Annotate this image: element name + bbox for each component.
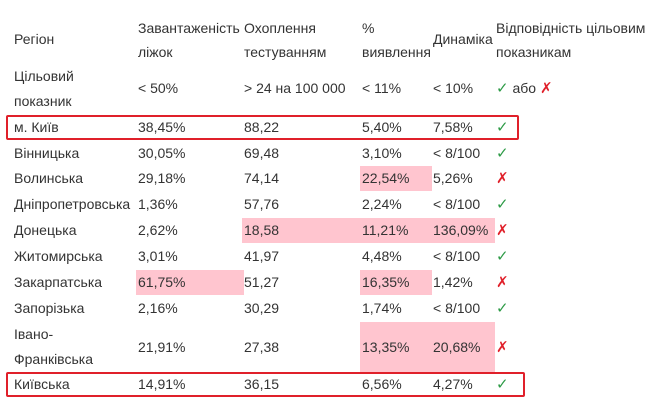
target-detection: < 11% — [362, 80, 402, 96]
highlight-box-kyiv-oblast — [6, 372, 525, 397]
highlight-box-kyiv-city — [6, 115, 519, 140]
row-zaporizhzhia-detection: 1,74% — [362, 300, 402, 316]
row-dnipro-detection: 2,24% — [362, 196, 402, 212]
target-label: Цільовий показник — [14, 68, 74, 109]
row-kyiv-oblast-dynamics: 4,27% — [433, 376, 473, 392]
row-zhytomyr-check-icon: ✓ — [496, 248, 509, 265]
row-volyn-beds: 29,18% — [138, 170, 186, 186]
row-dnipro-dynamics: < 8/100 — [433, 196, 481, 212]
header-compliance: Відповідність цільовим показникам — [496, 20, 645, 60]
row-ivano-frankivsk-beds: 21,91% — [138, 339, 186, 355]
row-kyiv-city-detection: 5,40% — [362, 119, 402, 135]
row-vinnytsia-testing: 69,48 — [244, 145, 280, 161]
row-zakarpattia-beds: 61,75% — [136, 270, 244, 295]
row-zakarpattia-dynamics: 1,42% — [433, 274, 473, 290]
row-kyiv-oblast-beds: 14,91% — [138, 376, 186, 392]
row-donetsk-detection: 11,21% — [360, 218, 433, 243]
row-vinnytsia-check-icon: ✓ — [496, 145, 509, 162]
row-zakarpattia-detection: 16,35% — [360, 270, 432, 295]
row-zaporizhzhia-region: Запорізька — [14, 300, 85, 316]
row-donetsk-region: Донецька — [14, 222, 77, 238]
row-zhytomyr-dynamics: < 8/100 — [433, 248, 481, 264]
row-dnipro-check-icon: ✓ — [496, 196, 509, 213]
row-zaporizhzhia-beds: 2,16% — [138, 300, 178, 316]
cross-icon: ✗ — [539, 80, 553, 97]
row-volyn-testing: 74,14 — [244, 170, 280, 186]
row-zakarpattia-testing: 51,27 — [244, 274, 280, 290]
row-vinnytsia-dynamics: < 8/100 — [433, 145, 481, 161]
row-zakarpattia-cross-icon: ✗ — [496, 274, 509, 291]
target-or-text: або — [512, 80, 537, 96]
row-donetsk-beds: 2,62% — [138, 222, 178, 238]
row-zhytomyr-beds: 3,01% — [138, 248, 178, 264]
target-testing: > 24 на 100 000 — [244, 80, 346, 96]
row-zhytomyr-detection: 4,48% — [362, 248, 402, 264]
row-zaporizhzhia-dynamics: < 8/100 — [433, 300, 481, 316]
row-ivano-frankivsk-testing: 27,38 — [244, 339, 280, 355]
header-testing: Охоплення тестуванням — [244, 20, 327, 60]
row-kyiv-city-dynamics: 7,58% — [433, 119, 473, 135]
row-kyiv-oblast-check-icon: ✓ — [496, 376, 509, 393]
header-dynamics: Динаміка — [433, 31, 493, 47]
row-zhytomyr-testing: 41,97 — [244, 248, 280, 264]
row-kyiv-city-region: м. Київ — [14, 119, 59, 135]
row-donetsk-testing: 18,58 — [242, 218, 360, 243]
row-dnipro-region: Дніпропетровська — [14, 196, 131, 212]
row-volyn-dynamics: 5,26% — [433, 170, 473, 186]
row-ivano-frankivsk-dynamics: 20,68% — [433, 322, 495, 372]
row-kyiv-oblast-detection: 6,56% — [362, 376, 402, 392]
header-detection: % виявлення — [362, 20, 431, 60]
row-donetsk-dynamics: 136,09% — [433, 218, 495, 243]
row-dnipro-beds: 1,36% — [138, 196, 178, 212]
row-volyn-cross-icon: ✗ — [496, 170, 509, 187]
row-ivano-frankivsk-region: Івано-Франківська — [14, 326, 93, 367]
row-kyiv-oblast-region: Київська — [14, 376, 70, 392]
row-volyn-detection: 22,54% — [360, 166, 432, 191]
row-vinnytsia-beds: 30,05% — [138, 145, 186, 161]
row-kyiv-city-check-icon: ✓ — [496, 119, 509, 136]
row-donetsk-cross-icon: ✗ — [496, 222, 509, 239]
row-dnipro-testing: 57,76 — [244, 196, 280, 212]
row-kyiv-city-beds: 38,45% — [138, 119, 186, 135]
target-dynamics: < 10% — [433, 80, 474, 96]
row-ivano-frankivsk-detection: 13,35% — [360, 322, 433, 372]
row-zhytomyr-region: Житомирська — [14, 248, 103, 264]
header-beds: Завантаженість ліжок — [138, 20, 240, 60]
target-compliance: ✓ або ✗ — [496, 76, 553, 101]
row-zaporizhzhia-check-icon: ✓ — [496, 300, 509, 317]
row-kyiv-oblast-testing: 36,15 — [244, 376, 280, 392]
header-region: Регіон — [14, 31, 55, 47]
check-icon: ✓ — [496, 80, 509, 97]
row-zaporizhzhia-testing: 30,29 — [244, 300, 280, 316]
row-volyn-region: Волинська — [14, 170, 84, 186]
row-ivano-frankivsk-cross-icon: ✗ — [496, 339, 509, 356]
target-beds: < 50% — [138, 80, 179, 96]
row-vinnytsia-region: Вінницька — [14, 145, 80, 161]
row-kyiv-city-testing: 88,22 — [244, 119, 280, 135]
row-zakarpattia-region: Закарпатська — [14, 274, 103, 290]
row-vinnytsia-detection: 3,10% — [362, 145, 402, 161]
